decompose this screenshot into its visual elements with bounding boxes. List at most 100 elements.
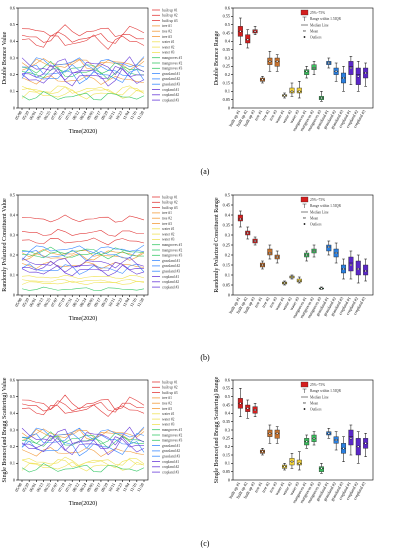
series-line-water-2 [21,274,145,280]
box-built-up-1 [237,214,243,222]
y-tick-label: 0.35 [223,222,230,227]
y-tick-label: 0.3 [10,55,15,60]
x-tick-label: tree #3 [268,481,278,493]
legend-outliers-label: Outliers [310,407,322,411]
legend-entry: water #1 [162,40,175,44]
legend-entry: built up #1 [162,195,178,199]
y-tick-label: 0.3 [225,232,230,237]
legend-entry: grassland #3 [162,83,180,87]
legend-entry: water #3 [162,51,175,55]
x-tick-label: 08/24 [78,296,88,308]
mean-marker [283,282,286,284]
x-tick-label: water #2 [281,481,293,496]
x-tick-label: water #3 [289,481,301,496]
series-line-tree-3 [21,57,145,71]
x-tick-label: tree #2 [261,296,271,308]
legend-whisker-label: Range within 1.5IQR [310,389,341,393]
y-tick-label: 0.4 [225,411,231,416]
series-line-water-1 [21,89,145,100]
series-line-built-up-2 [21,31,145,44]
legend-median-label: Median Line [310,210,329,214]
legend-entry: built up #3 [162,206,178,210]
mean-marker [349,264,352,266]
mean-marker [290,276,293,278]
legend-range-label: 25%~75% [310,383,325,387]
mean-marker [335,439,338,441]
legend-range-label: 25%~75% [310,198,325,202]
y-tick-label: 0.2 [10,252,15,257]
series-line-grassland-2 [21,432,145,449]
x-tick-label: 07/07 [50,297,59,308]
series-line-cropland-1 [21,56,145,76]
plot-frame [232,7,374,109]
y-axis-label: Double Bounce Range [214,31,220,86]
y-axis-label: Double Bounce Value [2,31,8,84]
legend-entry: cropland #2 [162,280,179,284]
legend-entry: built up #2 [162,386,178,390]
x-tick-label: 11/16 [129,297,138,308]
x-tick-label: 09/29 [100,482,109,493]
mean-marker [268,432,271,435]
y-tick-label: 0.6 [10,5,15,10]
legend-entry: mangroves #3 [162,67,182,71]
legend-entry: grassland #2 [162,77,180,81]
series-line-cropland-2 [21,436,145,456]
y-tick-label: 0.5 [225,394,230,399]
x-tick-label: tree #1 [253,481,263,493]
legend-entry: cropland #1 [162,88,179,92]
mean-marker [320,97,323,99]
y-tick-label: 0.55 [223,14,230,19]
x-tick-label: 11/28 [136,110,145,121]
y-tick-label: 0 [228,105,230,110]
x-tick-label: 08/24 [78,109,88,121]
y-tick-label: 0.45 [223,30,230,35]
mean-marker [305,440,308,443]
series-line-grassland-3 [21,263,145,275]
x-tick-label: water #1 [274,481,286,496]
series-line-water-1 [21,280,145,286]
x-tick-label: 05/08 [14,297,23,308]
x-tick-label: 11/16 [129,482,138,493]
x-tick-label: 05/08 [14,482,23,493]
series-line-cropland-2 [21,67,145,87]
y-tick-label: 0.25 [223,64,230,69]
series-line-built-up-1 [21,214,145,223]
mean-marker [357,75,360,78]
x-tick-label: 06/13 [35,110,44,121]
x-tick-label: tree #3 [268,109,278,121]
series-line-mangroves-2 [21,61,145,75]
box-chart-a-right: 0 0.05 0.1 0.15 0.2 0.25 0.3 0.35 0.4 0.45 0.5 0.55… [214,5,374,132]
legend-mean-swatch [303,402,306,404]
panel-caption: (b) [200,353,210,362]
x-tick-label: 05/20 [21,110,30,121]
x-tick-label: 08/12 [71,110,80,121]
mean-marker [261,450,264,453]
box-cropland-1 [348,256,354,272]
legend-median-label: Median Line [310,395,329,399]
legend-entry: water #1 [162,412,175,416]
y-tick-label: 0.1 [225,272,230,277]
x-tick-label: 05/08 [14,110,23,121]
x-tick-label: 05/20 [21,482,30,493]
series-line-cropland-2 [21,264,145,277]
legend-entry: mangroves #1 [162,428,182,432]
legend-entry: mangroves #3 [162,254,182,258]
x-tick-label: 06/01 [28,482,37,493]
mean-marker [239,402,242,405]
series-line-built-up-1 [21,24,145,37]
mean-marker [268,252,271,254]
y-tick-label: 0.5 [10,22,15,27]
mean-marker [276,432,279,435]
mean-marker [261,264,264,266]
x-tick-label: tree #3 [268,296,278,308]
x-tick-label: 10/11 [107,482,116,493]
series-line-tree-1 [21,75,145,85]
y-tick-label: 0.4 [225,212,231,217]
y-tick-label: 0.1 [10,461,15,466]
x-tick-label: water #2 [281,296,293,311]
y-tick-label: 0.05 [223,282,230,287]
legend-entry: cropland #3 [162,285,179,289]
legend-mean-label: Mean [310,401,318,405]
y-tick-label: 0.1 [225,461,230,466]
